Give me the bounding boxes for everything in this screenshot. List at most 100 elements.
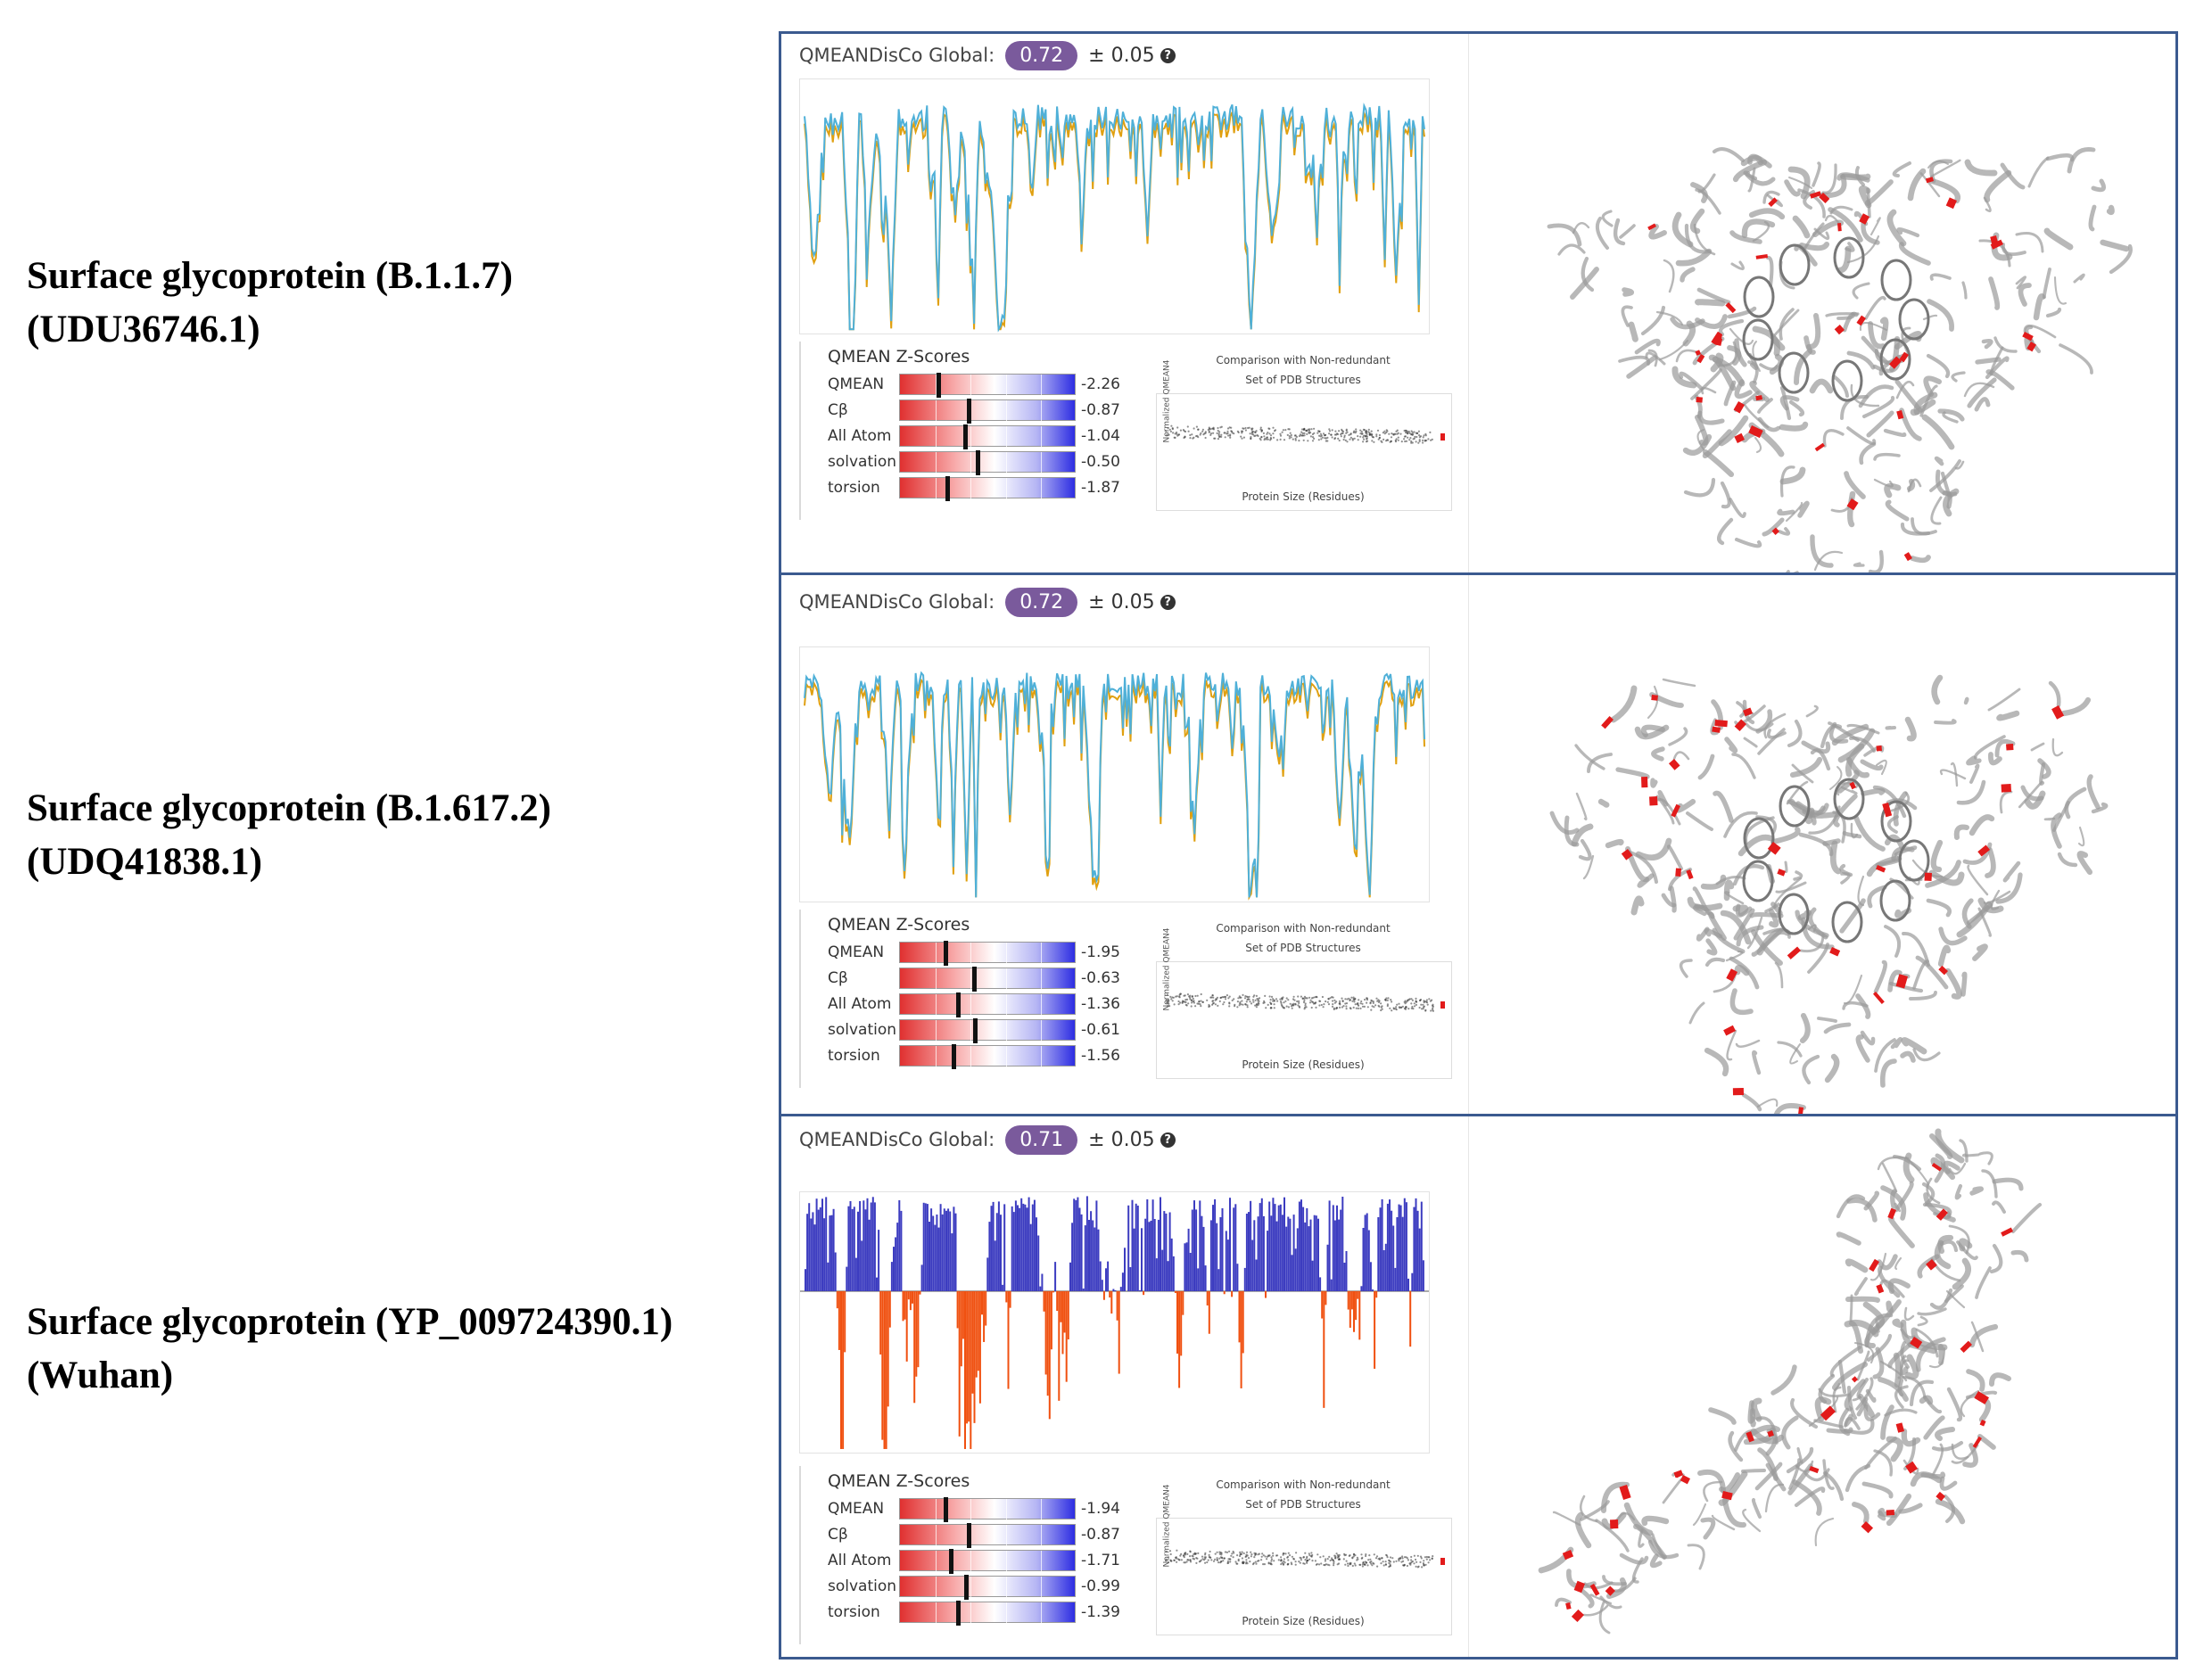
quality-bar: [873, 1202, 876, 1291]
quality-bar: [1313, 1215, 1316, 1291]
quality-bar: [1124, 1248, 1126, 1291]
quality-bar: [934, 1224, 937, 1291]
quality-bar: [917, 1290, 920, 1368]
quality-bar: [1300, 1199, 1302, 1291]
quality-bar: [1118, 1290, 1120, 1374]
quality-bar: [1394, 1267, 1397, 1291]
quality-bar: [1407, 1278, 1409, 1291]
quality-bar: [823, 1218, 826, 1291]
quality-bar: [806, 1214, 809, 1291]
row-label-line1: Surface glycoprotein (B.1.617.2): [27, 787, 551, 829]
global-score-label: QMEANDisCo Global:: [799, 45, 995, 66]
quality-bar: [1382, 1250, 1385, 1291]
quality-bar: [970, 1290, 972, 1449]
quality-bar: [1163, 1211, 1166, 1291]
quality-bar: [951, 1233, 953, 1291]
quality-bar: [890, 1262, 893, 1291]
quality-bar: [1143, 1290, 1145, 1296]
quality-bar: [1146, 1199, 1149, 1291]
help-icon[interactable]: ?: [1160, 594, 1176, 610]
quality-bar: [912, 1290, 913, 1304]
current-model-marker: [1440, 1558, 1445, 1565]
quality-bar: [1099, 1261, 1102, 1291]
zscore-name: QMEAN: [828, 1500, 885, 1518]
quality-bar: [1174, 1290, 1176, 1294]
quality-bar: [1165, 1213, 1168, 1291]
quality-bar: [1291, 1255, 1293, 1291]
comparison-ylabel: Normalized QMEAN4: [1162, 1484, 1172, 1568]
current-model-marker: [1440, 433, 1445, 441]
zscore-marker: [967, 1523, 972, 1548]
quality-bar: [1392, 1225, 1395, 1291]
zscore-name: All Atom: [828, 427, 892, 445]
quality-bar: [939, 1204, 942, 1291]
quality-bar: [1255, 1259, 1258, 1291]
zscore-marker: [964, 1575, 970, 1600]
global-score-error: ± 0.05: [1088, 590, 1155, 614]
quality-bar: [1366, 1213, 1368, 1291]
quality-bar: [1148, 1222, 1151, 1291]
quality-bar: [829, 1215, 831, 1291]
quality-bar: [1105, 1268, 1107, 1291]
quality-bar: [1275, 1221, 1278, 1291]
quality-bar: [1234, 1204, 1237, 1291]
zscore-marker: [967, 399, 972, 424]
pdb-comparison-plot: Comparison with Non-redundant Set of PDB…: [1147, 342, 1452, 524]
quality-bar: [881, 1290, 884, 1440]
row-label-line2: (UDQ41838.1): [27, 841, 262, 883]
quality-bar: [1326, 1244, 1329, 1291]
comparison-ylabel: Normalized QMEAN4: [1162, 359, 1172, 443]
zscore-value: -1.04: [1081, 427, 1120, 445]
quality-bar: [853, 1206, 855, 1291]
quality-bar: [1332, 1205, 1334, 1291]
zscore-marker: [963, 424, 969, 449]
quality-bar: [1369, 1262, 1372, 1291]
zscore-bar: [899, 373, 1076, 398]
comparison-title-1: Comparison with Non-redundant: [1216, 354, 1391, 366]
quality-bar: [1199, 1200, 1201, 1291]
quality-bar: [819, 1206, 821, 1291]
help-icon[interactable]: ?: [1160, 1132, 1176, 1148]
zscore-bar: [899, 941, 1076, 966]
quality-bar: [1135, 1203, 1137, 1291]
quality-bar: [1259, 1203, 1261, 1291]
quality-bar: [1355, 1290, 1358, 1321]
quality-bar: [1048, 1290, 1051, 1420]
quality-bar: [971, 1290, 974, 1394]
quality-bar: [1189, 1253, 1192, 1291]
quality-bar: [1024, 1204, 1027, 1291]
quality-bar: [949, 1211, 952, 1291]
quality-bar: [885, 1290, 887, 1449]
quality-bar: [1172, 1256, 1175, 1291]
quality-bar: [866, 1198, 869, 1291]
global-score-label: QMEANDisCo Global:: [799, 1129, 995, 1150]
quality-bar: [1302, 1206, 1305, 1291]
quality-bar: [1014, 1200, 1017, 1291]
quality-bar: [962, 1290, 964, 1339]
row-label-b16172: Surface glycoprotein (B.1.617.2) (UDQ418…: [27, 782, 551, 889]
comparison-xlabel: Protein Size (Residues): [1242, 490, 1365, 503]
scatter-points: [1165, 1549, 1434, 1569]
zscore-row: Cβ -0.63: [801, 967, 1140, 992]
quality-bar: [988, 1222, 991, 1291]
comparison-title-1: Comparison with Non-redundant: [1216, 1478, 1391, 1491]
zscore-bar: [899, 992, 1076, 1017]
help-icon[interactable]: ?: [1160, 47, 1176, 63]
quality-bar: [846, 1266, 848, 1291]
quality-bar: [1129, 1267, 1132, 1291]
zscore-name: Cβ: [828, 1526, 848, 1544]
quality-bar: [1094, 1227, 1096, 1291]
quality-bar: [1185, 1242, 1188, 1291]
quality-bar: [1138, 1289, 1141, 1291]
zscore-name: All Atom: [828, 995, 892, 1013]
quality-bar: [1180, 1290, 1183, 1356]
quality-bar: [871, 1197, 874, 1291]
quality-bar: [1019, 1207, 1021, 1291]
quality-bar: [1216, 1223, 1218, 1291]
current-model-marker: [1440, 1001, 1445, 1009]
quality-bar: [1184, 1243, 1186, 1291]
zscore-marker: [952, 1044, 957, 1069]
zscore-row: QMEAN -1.95: [801, 941, 1140, 966]
quality-bar: [1069, 1262, 1071, 1291]
quality-bar: [1420, 1201, 1423, 1291]
